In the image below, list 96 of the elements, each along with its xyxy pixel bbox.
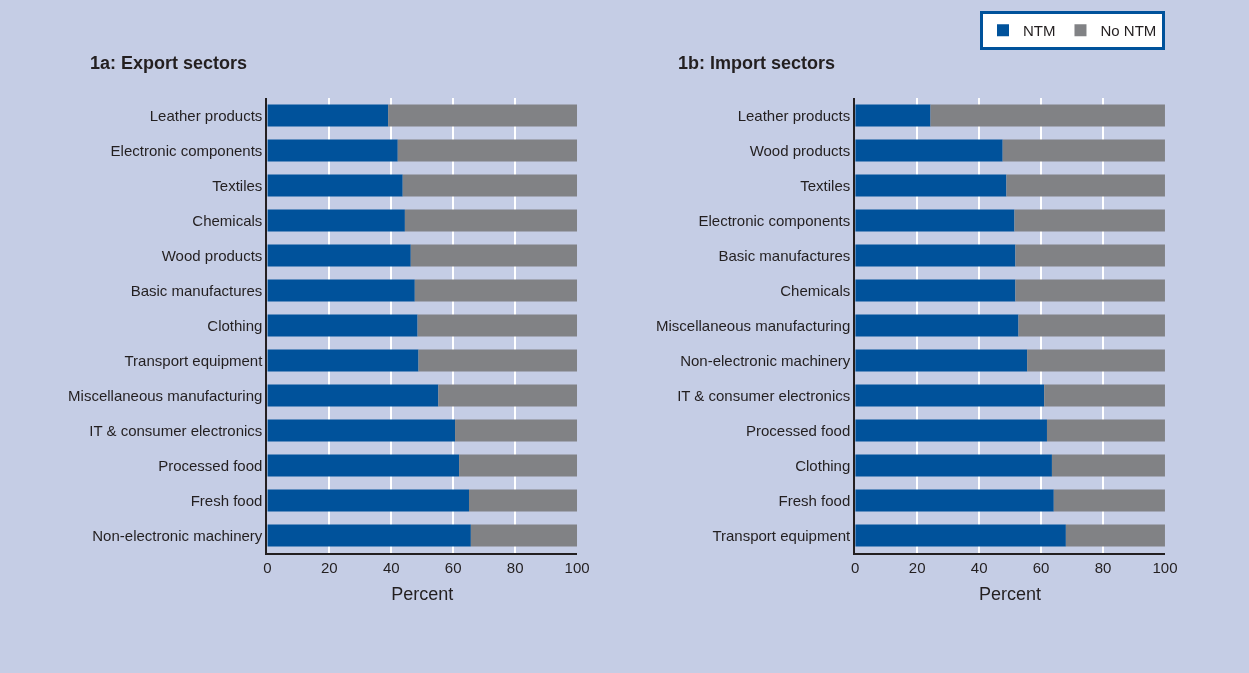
bar [855, 209, 1015, 232]
bar [267, 349, 419, 372]
y-tick-label: Processed food [158, 456, 263, 474]
y-tick-label: IT & consumer electronics [89, 421, 263, 439]
y-tick-label: Leather products [737, 106, 851, 124]
bar [1014, 209, 1165, 232]
y-tick-label: Electronic components [110, 141, 263, 159]
x-tick-label: 80 [1094, 559, 1112, 576]
x-tick-label: 100 [1152, 559, 1178, 576]
bar [459, 454, 578, 477]
x-tick-label: 40 [382, 559, 400, 576]
legend-label: No NTM [1100, 22, 1157, 40]
bar [1015, 279, 1165, 302]
y-tick-label: Chemicals [780, 281, 851, 299]
bar [1018, 314, 1165, 337]
y-tick-label: Wood products [749, 141, 851, 159]
bar [1051, 454, 1165, 477]
y-tick-label: Miscellaneous manufacturing [655, 316, 851, 334]
bar [267, 419, 456, 442]
bar [438, 384, 578, 407]
y-tick-label: Basic manufactures [718, 246, 851, 264]
x-tick-label: 20 [908, 559, 926, 576]
bar [417, 314, 578, 337]
y-tick-label: Miscellaneous manufacturing [68, 386, 263, 404]
y-tick-label: Clothing [795, 456, 851, 474]
bar [418, 349, 578, 372]
bar [930, 104, 1165, 127]
bar [267, 244, 411, 267]
bar [1027, 349, 1165, 372]
bar [855, 419, 1047, 442]
y-tick-label: Basic manufactures [130, 281, 263, 299]
legend-label: NTM [1022, 22, 1056, 40]
bar [267, 384, 439, 407]
y-tick-label: Leather products [149, 106, 263, 124]
x-axis-title: Percent [391, 583, 454, 604]
bar [855, 384, 1045, 407]
bar [267, 279, 415, 302]
x-tick-label: 60 [444, 559, 462, 576]
bar [470, 524, 578, 547]
bar [1046, 419, 1165, 442]
bar [855, 489, 1054, 512]
bar [1006, 174, 1165, 197]
y-tick-label: Fresh food [778, 491, 851, 509]
bar [855, 314, 1019, 337]
bar [267, 489, 469, 512]
bar [414, 279, 578, 302]
y-tick-label: Textiles [800, 176, 851, 194]
bar [402, 174, 578, 197]
bar [404, 209, 578, 232]
y-tick-label: Wood products [161, 246, 263, 264]
bar [1053, 489, 1165, 512]
y-tick-label: Processed food [746, 421, 851, 439]
bar [267, 139, 398, 162]
x-axis-title: Percent [979, 583, 1042, 604]
y-tick-label: IT & consumer electronics [677, 386, 851, 404]
bar [267, 174, 403, 197]
bar [267, 524, 471, 547]
bar [855, 244, 1016, 267]
x-tick-label: 0 [851, 559, 860, 576]
x-tick-label: 80 [506, 559, 524, 576]
x-tick-label: 0 [263, 559, 272, 576]
y-tick-label: Transport equipment [712, 526, 852, 544]
bar [267, 104, 389, 127]
y-tick-label: Clothing [207, 316, 263, 334]
y-tick-label: Non-electronic machinery [680, 351, 851, 369]
bar [388, 104, 578, 127]
bar [397, 139, 578, 162]
bar [267, 209, 405, 232]
y-tick-label: Electronic components [698, 211, 851, 229]
x-tick-label: 60 [1032, 559, 1050, 576]
bar [410, 244, 578, 267]
bar [855, 139, 1003, 162]
bar [1044, 384, 1165, 407]
bar [1065, 524, 1165, 547]
chart-title: 1b: Import sectors [678, 53, 836, 73]
bar [855, 104, 931, 127]
bar [855, 454, 1052, 477]
x-tick-label: 20 [320, 559, 338, 576]
x-tick-label: 100 [564, 559, 590, 576]
bar [855, 174, 1007, 197]
bar [267, 314, 418, 337]
bar [855, 279, 1016, 302]
y-tick-label: Textiles [212, 176, 263, 194]
bar [1015, 244, 1165, 267]
bar [469, 489, 578, 512]
bar [855, 524, 1066, 547]
y-tick-label: Transport equipment [124, 351, 264, 369]
y-tick-label: Non-electronic machinery [92, 526, 263, 544]
y-tick-label: Fresh food [190, 491, 263, 509]
bar [267, 454, 460, 477]
bar [1002, 139, 1165, 162]
y-tick-label: Chemicals [192, 211, 263, 229]
bar [855, 349, 1028, 372]
chart-title: 1a: Export sectors [90, 53, 248, 73]
x-tick-label: 40 [970, 559, 988, 576]
bar [455, 419, 578, 442]
